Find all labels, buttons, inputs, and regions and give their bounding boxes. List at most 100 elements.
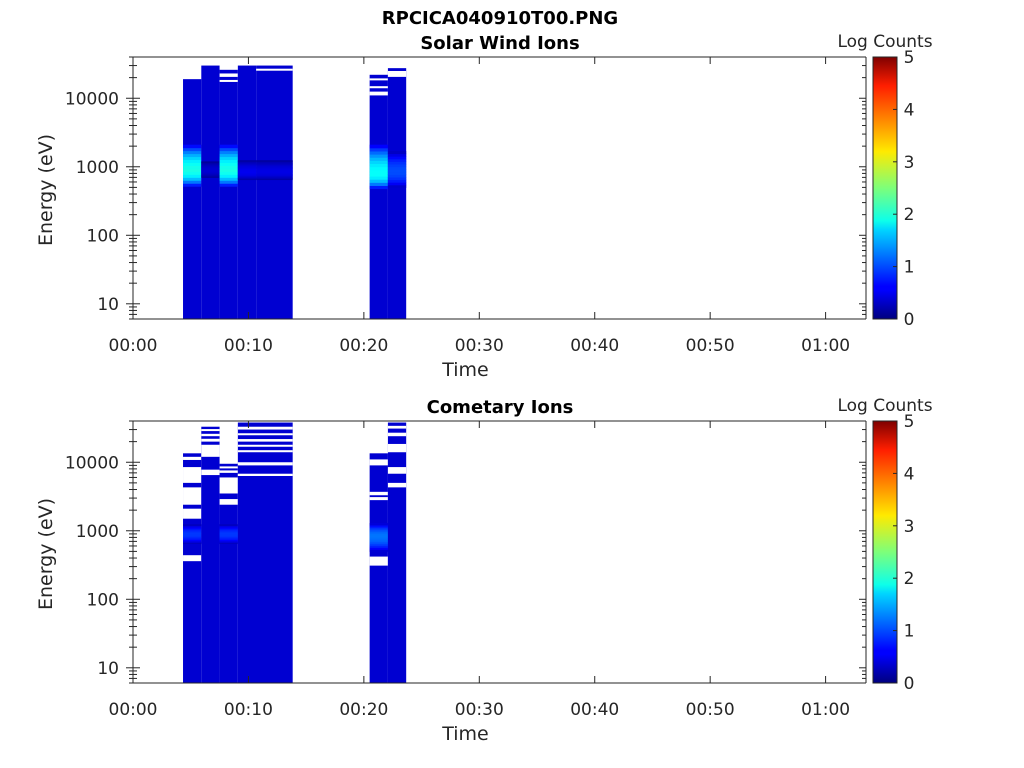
spectrogram-cell bbox=[219, 535, 238, 538]
colorbar-tick-label: 2 bbox=[904, 569, 915, 589]
colorbar-tick-label: 4 bbox=[904, 464, 915, 484]
colorbar-tick-label: 3 bbox=[904, 517, 915, 537]
spectrogram-cell bbox=[256, 167, 293, 169]
spectrogram-cell bbox=[219, 183, 238, 187]
spectrogram-cell bbox=[387, 176, 407, 181]
spectrogram-cell bbox=[369, 154, 388, 158]
spectrogram-cell bbox=[387, 182, 407, 186]
y-tick-label: 1000 bbox=[76, 522, 119, 542]
spectrogram-cell bbox=[183, 147, 202, 152]
colorbar-tick-label: 5 bbox=[904, 48, 915, 68]
data-gap bbox=[219, 73, 238, 77]
data-gap bbox=[237, 450, 293, 453]
spectrogram-cell bbox=[183, 533, 202, 536]
spectrogram-cell bbox=[237, 161, 257, 164]
spectrogram-cell bbox=[237, 175, 257, 178]
y-tick-label: 10000 bbox=[65, 89, 119, 109]
data-gap bbox=[387, 467, 407, 474]
spectrogram-column bbox=[369, 74, 388, 319]
data-gap bbox=[369, 459, 388, 466]
spectrogram-cell bbox=[219, 177, 238, 181]
spectrogram-cell bbox=[219, 165, 238, 169]
spectrogram-cell bbox=[183, 524, 202, 527]
data-gap bbox=[183, 467, 202, 483]
data-gap bbox=[219, 477, 238, 494]
data-gap bbox=[237, 433, 293, 436]
spectrogram-cell bbox=[219, 153, 238, 158]
spectrogram-cell bbox=[183, 539, 202, 542]
spectrogram-cell bbox=[369, 537, 388, 540]
spectrogram-cell bbox=[183, 531, 202, 533]
spectrogram-cell bbox=[183, 174, 202, 178]
spectrogram-column bbox=[237, 65, 257, 320]
spectrogram-column bbox=[201, 65, 220, 320]
spectrogram-cell bbox=[256, 169, 293, 172]
spectrogram-column bbox=[237, 422, 293, 683]
spectrogram-cell bbox=[219, 524, 238, 527]
colorbar-tick-label: 1 bbox=[904, 258, 915, 278]
spectrogram-cell bbox=[219, 162, 238, 166]
spectrogram-cell bbox=[201, 165, 220, 168]
spectrogram-cell bbox=[219, 147, 238, 152]
data-gap bbox=[183, 555, 202, 562]
x-axis-label: Time bbox=[441, 359, 489, 381]
spectrogram-cell bbox=[201, 168, 220, 170]
spectrogram-cell bbox=[237, 165, 257, 168]
spectrogram-column bbox=[387, 68, 407, 319]
spectrogram-cell bbox=[183, 183, 202, 187]
spectrogram-cell bbox=[256, 165, 293, 168]
spectrogram-cell bbox=[219, 532, 238, 535]
x-tick-label: 00:50 bbox=[686, 336, 735, 356]
spectrogram-column bbox=[219, 69, 238, 319]
spectrogram-cell bbox=[387, 179, 407, 183]
spectrogram-cell bbox=[201, 164, 220, 167]
data-gap bbox=[256, 68, 293, 71]
x-tick-label: 00:00 bbox=[109, 700, 158, 720]
spectrogram-cell bbox=[369, 541, 388, 544]
colorbar-tick-label: 1 bbox=[904, 622, 915, 642]
y-axis-label: Energy (eV) bbox=[35, 134, 57, 246]
spectrogram-cell bbox=[256, 160, 293, 163]
spectrogram-cell bbox=[201, 163, 220, 166]
data-gap bbox=[237, 444, 293, 447]
spectrogram-cell bbox=[237, 168, 257, 171]
spectrogram-cell bbox=[219, 539, 238, 542]
spectrogram-cell bbox=[256, 162, 293, 165]
data-gap bbox=[237, 473, 293, 476]
spectrogram-cell bbox=[219, 168, 238, 172]
spectrogram-cell bbox=[369, 547, 388, 550]
spectrogram-column bbox=[369, 453, 388, 683]
spectrogram-cell bbox=[183, 162, 202, 166]
spectrogram-cell bbox=[183, 528, 202, 531]
spectrogram-cell bbox=[219, 533, 238, 536]
spectrogram-cell bbox=[256, 178, 293, 181]
spectrogram-cell bbox=[201, 162, 220, 165]
spectrogram-cell bbox=[369, 545, 388, 548]
data-gap bbox=[219, 466, 238, 469]
spectrogram-cell bbox=[237, 172, 257, 175]
data-gap bbox=[201, 469, 220, 476]
colorbar-gradient bbox=[872, 56, 898, 320]
spectrogram-cell bbox=[219, 150, 238, 155]
x-tick-label: 01:00 bbox=[801, 336, 850, 356]
spectrogram-cell bbox=[369, 549, 388, 552]
spectrogram-cell bbox=[219, 540, 238, 543]
colorbar-tick-label: 4 bbox=[904, 100, 915, 120]
spectrogram-cell bbox=[183, 526, 202, 529]
spectrogram-cell bbox=[183, 525, 202, 528]
data-gap bbox=[237, 462, 293, 466]
data-gap bbox=[387, 70, 407, 77]
spectrogram-cell bbox=[219, 144, 238, 149]
spectrogram-cell bbox=[369, 535, 388, 538]
y-tick-label: 10000 bbox=[65, 453, 119, 473]
data-gap bbox=[183, 508, 202, 519]
data-gap bbox=[183, 487, 202, 505]
spectrogram-cell bbox=[369, 185, 388, 190]
spectrogram-cell bbox=[387, 184, 407, 188]
x-axis-label: Time bbox=[441, 723, 489, 745]
spectrogram-cell bbox=[369, 182, 388, 186]
data-gap bbox=[201, 433, 220, 437]
